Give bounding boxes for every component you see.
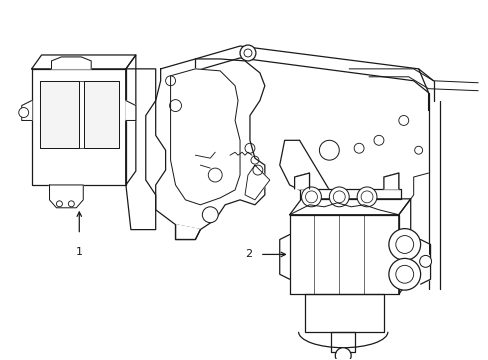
Polygon shape: [244, 165, 269, 200]
Polygon shape: [126, 69, 155, 230]
Polygon shape: [49, 185, 83, 208]
Polygon shape: [21, 100, 32, 121]
Polygon shape: [40, 81, 79, 148]
Polygon shape: [51, 57, 91, 69]
Circle shape: [328, 187, 348, 207]
Polygon shape: [155, 59, 264, 230]
Circle shape: [335, 348, 350, 360]
Circle shape: [419, 255, 431, 267]
Polygon shape: [279, 140, 328, 200]
Circle shape: [19, 108, 29, 117]
Polygon shape: [294, 173, 309, 189]
Text: 1: 1: [76, 247, 82, 257]
Polygon shape: [289, 199, 410, 215]
Polygon shape: [289, 215, 398, 294]
Circle shape: [356, 187, 376, 207]
Polygon shape: [84, 81, 119, 148]
Polygon shape: [383, 173, 398, 189]
Polygon shape: [398, 199, 410, 294]
Circle shape: [388, 258, 420, 290]
Polygon shape: [170, 69, 240, 205]
Polygon shape: [331, 332, 354, 352]
Polygon shape: [420, 239, 429, 284]
Polygon shape: [126, 100, 136, 121]
Circle shape: [301, 187, 321, 207]
Text: 2: 2: [244, 249, 251, 260]
Polygon shape: [304, 294, 383, 332]
Polygon shape: [299, 189, 400, 199]
Circle shape: [240, 45, 255, 61]
Circle shape: [388, 229, 420, 260]
Polygon shape: [126, 55, 136, 185]
Polygon shape: [175, 225, 200, 239]
Polygon shape: [32, 55, 136, 69]
Polygon shape: [32, 69, 126, 185]
Circle shape: [202, 207, 218, 223]
